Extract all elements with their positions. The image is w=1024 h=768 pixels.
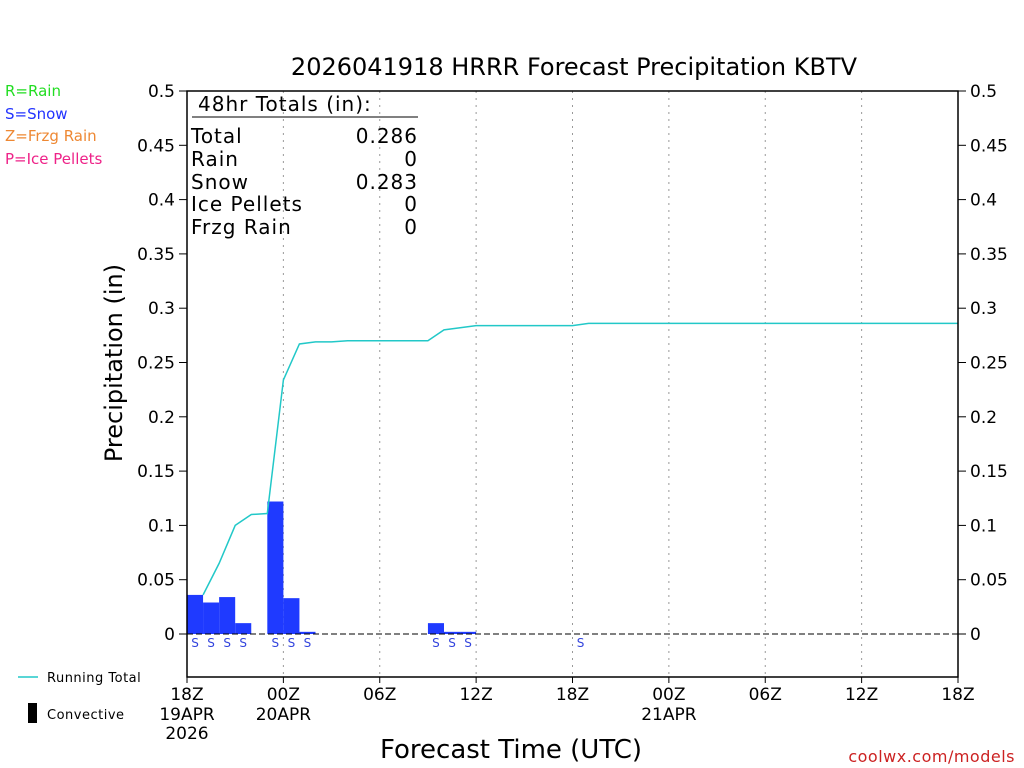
series-legend: Running Total Convective <box>18 671 141 723</box>
precip-bars <box>187 501 477 634</box>
chart-title: 2026041918 HRRR Forecast Precipitation K… <box>291 53 858 81</box>
y-tick-label-left: 0.4 <box>148 191 175 211</box>
x-tick-date: 20APR <box>256 705 312 725</box>
credit-text: coolwx.com/models <box>848 747 1015 766</box>
y-tick-label-right: 0.15 <box>970 462 1008 482</box>
ptype-marker-h2: S <box>207 636 215 650</box>
y-tick-label-left: 0.3 <box>148 299 175 319</box>
ptype-marker-h8: S <box>304 636 312 650</box>
y-tick-label-left: 0.35 <box>137 245 175 265</box>
ptype-marker-h6: S <box>272 636 280 650</box>
x-tick-label: 06Z <box>749 685 782 705</box>
y-tick-label-right: 0.5 <box>970 82 997 102</box>
y-tick-label-right: 0.25 <box>970 354 1008 374</box>
y-tick-label-left: 0.45 <box>137 136 175 156</box>
x-tick-label: 18Z <box>941 685 974 705</box>
y-tick-label-left: 0.5 <box>148 82 175 102</box>
y-tick-label-right: 0.45 <box>970 136 1008 156</box>
ptype-marker-h17: S <box>448 636 456 650</box>
y-tick-label-left: 0.1 <box>148 516 175 536</box>
x-tick-year: 2026 <box>165 724 208 744</box>
y-tick-label-right: 0.3 <box>970 299 997 319</box>
precip-bar-h18 <box>460 631 477 634</box>
plot-frame <box>186 90 959 678</box>
x-tick-label: 18Z <box>170 685 203 705</box>
totals-value-rain: 0 <box>404 147 418 171</box>
totals-heading: 48hr Totals (in): <box>198 92 372 116</box>
y-tick-label-left: 0.15 <box>137 462 175 482</box>
ptype-marker-h7: S <box>288 636 296 650</box>
precip-bar-h17 <box>444 631 461 634</box>
legend-rain: R=Rain <box>5 82 61 100</box>
precip-bar-h16 <box>427 623 444 634</box>
ptype-marker-h4: S <box>239 636 247 650</box>
ptype-marker-h3: S <box>223 636 231 650</box>
y-tick-label-left: 0.25 <box>137 354 175 374</box>
y-axis-label: Precipitation (in) <box>100 264 128 462</box>
convective-legend-label: Convective <box>47 708 125 723</box>
totals-label-rain: Rain <box>191 147 239 171</box>
y-tick-label-right: 0 <box>970 625 981 645</box>
y-tick-label-left: 0.05 <box>137 571 175 591</box>
x-tick-label: 18Z <box>556 685 589 705</box>
x-tick-date: 21APR <box>641 705 697 725</box>
y-axis-ticks: 0 00.05 0.050.1 0.10.15 0.150.2 0.20.25 0.250.… <box>137 82 1008 645</box>
totals-value-frzg-rain: 0 <box>404 215 418 239</box>
x-axis-label: Forecast Time (UTC) <box>380 735 642 765</box>
precip-bar-h3 <box>219 597 236 634</box>
precip-bar-h1 <box>187 594 204 634</box>
y-tick-label-right: 0.1 <box>970 516 997 536</box>
totals-value-snow: 0.283 <box>356 170 418 194</box>
x-tick-label: 00Z <box>267 685 300 705</box>
precip-bar-h2 <box>203 602 220 634</box>
ptype-marker-h1: S <box>191 636 199 650</box>
totals-label-total: Total <box>190 124 243 148</box>
totals-label-ice-pellets: Ice Pellets <box>191 192 303 216</box>
ptype-marker-h16: S <box>432 636 440 650</box>
totals-label-snow: Snow <box>191 170 249 194</box>
ptype-legend: R=Rain S=Snow Z=Frzg Rain P=Ice Pellets <box>5 82 102 168</box>
x-tick-date: 19APR <box>159 705 215 725</box>
y-tick-label-right: 0.35 <box>970 245 1008 265</box>
precip-bar-h8 <box>299 631 316 634</box>
totals-panel: 48hr Totals (in): Total 0.286 Rain 0 Sno… <box>190 92 418 239</box>
precip-bar-h7 <box>283 598 300 634</box>
legend-ice-pellets: P=Ice Pellets <box>5 150 102 168</box>
ptype-marker-h18: S <box>464 636 472 650</box>
legend-snow: S=Snow <box>5 105 68 123</box>
y-tick-label-right: 0.4 <box>970 191 997 211</box>
precip-bar-h6 <box>267 501 284 634</box>
x-tick-label: 00Z <box>652 685 685 705</box>
y-tick-label-left: 0 <box>164 625 175 645</box>
y-tick-label-left: 0.2 <box>148 408 175 428</box>
legend-frzg-rain: Z=Frzg Rain <box>5 127 97 145</box>
totals-value-ice-pellets: 0 <box>404 192 418 216</box>
x-tick-label: 12Z <box>459 685 492 705</box>
x-tick-label: 06Z <box>363 685 396 705</box>
totals-label-frzg-rain: Frzg Rain <box>191 215 292 239</box>
y-tick-label-right: 0.2 <box>970 408 997 428</box>
running-total-legend-label: Running Total <box>47 671 141 686</box>
totals-value-total: 0.286 <box>356 124 418 148</box>
ptype-marker-h25: S <box>577 636 585 650</box>
x-tick-label: 12Z <box>845 685 878 705</box>
precip-bar-h4 <box>235 623 252 634</box>
y-tick-label-right: 0.05 <box>970 571 1008 591</box>
running-total-line <box>202 322 958 596</box>
convective-legend-swatch <box>28 703 37 723</box>
